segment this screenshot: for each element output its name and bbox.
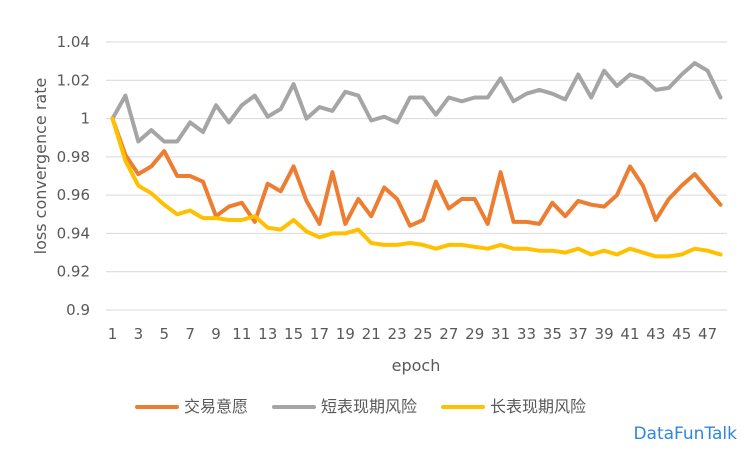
watermark-text: DataFunTalk: [633, 424, 737, 444]
y-tick-label: 0.96: [57, 186, 90, 204]
y-axis-title: loss convergence rate: [31, 78, 50, 255]
x-tick-label: 39: [595, 325, 614, 343]
y-tick-label: 1.02: [57, 71, 90, 89]
x-tick-label: 47: [698, 325, 717, 343]
y-tick-labels: 0.9 0.92 0.94 0.96 0.98 1 1.02 1.04: [57, 33, 90, 319]
x-tick-label: 7: [185, 325, 195, 343]
y-tick-label: 1.04: [57, 33, 90, 51]
x-tick-label: 35: [543, 325, 562, 343]
x-tick-label: 41: [620, 325, 639, 343]
x-tick-label: 43: [646, 325, 665, 343]
x-tick-label: 23: [388, 325, 407, 343]
legend-label-3: 长表现期风险: [490, 397, 586, 416]
x-tick-label: 13: [258, 325, 277, 343]
x-tick-label: 27: [439, 325, 458, 343]
x-tick-label: 45: [672, 325, 691, 343]
x-tick-label: 11: [232, 325, 251, 343]
legend-label-1: 交易意愿: [184, 397, 248, 416]
x-tick-label: 5: [159, 325, 169, 343]
x-tick-label: 15: [284, 325, 303, 343]
y-tick-label: 0.92: [57, 263, 90, 281]
y-tick-label: 0.98: [57, 148, 90, 166]
x-tick-label: 25: [413, 325, 432, 343]
series-line-2: [110, 61, 723, 144]
y-tick-label: 0.9: [66, 301, 90, 319]
y-tick-label: 0.94: [57, 224, 90, 242]
x-tick-label: 31: [491, 325, 510, 343]
x-tick-label: 9: [211, 325, 221, 343]
gridlines: [106, 41, 727, 311]
x-tick-label: 19: [336, 325, 355, 343]
x-tick-label: 1: [108, 325, 118, 343]
x-axis-title: epoch: [392, 356, 441, 375]
x-tick-label: 29: [465, 325, 484, 343]
series-line-3: [110, 116, 723, 259]
x-tick-label: 17: [310, 325, 329, 343]
x-tick-label: 21: [362, 325, 381, 343]
x-tick-label: 33: [517, 325, 536, 343]
series-lines: [110, 61, 723, 259]
x-tick-label: 3: [134, 325, 144, 343]
series-line-1: [110, 116, 723, 228]
x-tick-label: 37: [569, 325, 588, 343]
y-tick-label: 1: [80, 110, 90, 128]
legend: 交易意愿 短表现期风险 长表现期风险: [135, 397, 586, 416]
legend-label-2: 短表现期风险: [321, 397, 417, 416]
x-tick-labels: 1 3 5 7 9 11 13 15 17 19 21 23 25 27 29 31 33 35 37 39 41 43 4…: [108, 325, 717, 343]
